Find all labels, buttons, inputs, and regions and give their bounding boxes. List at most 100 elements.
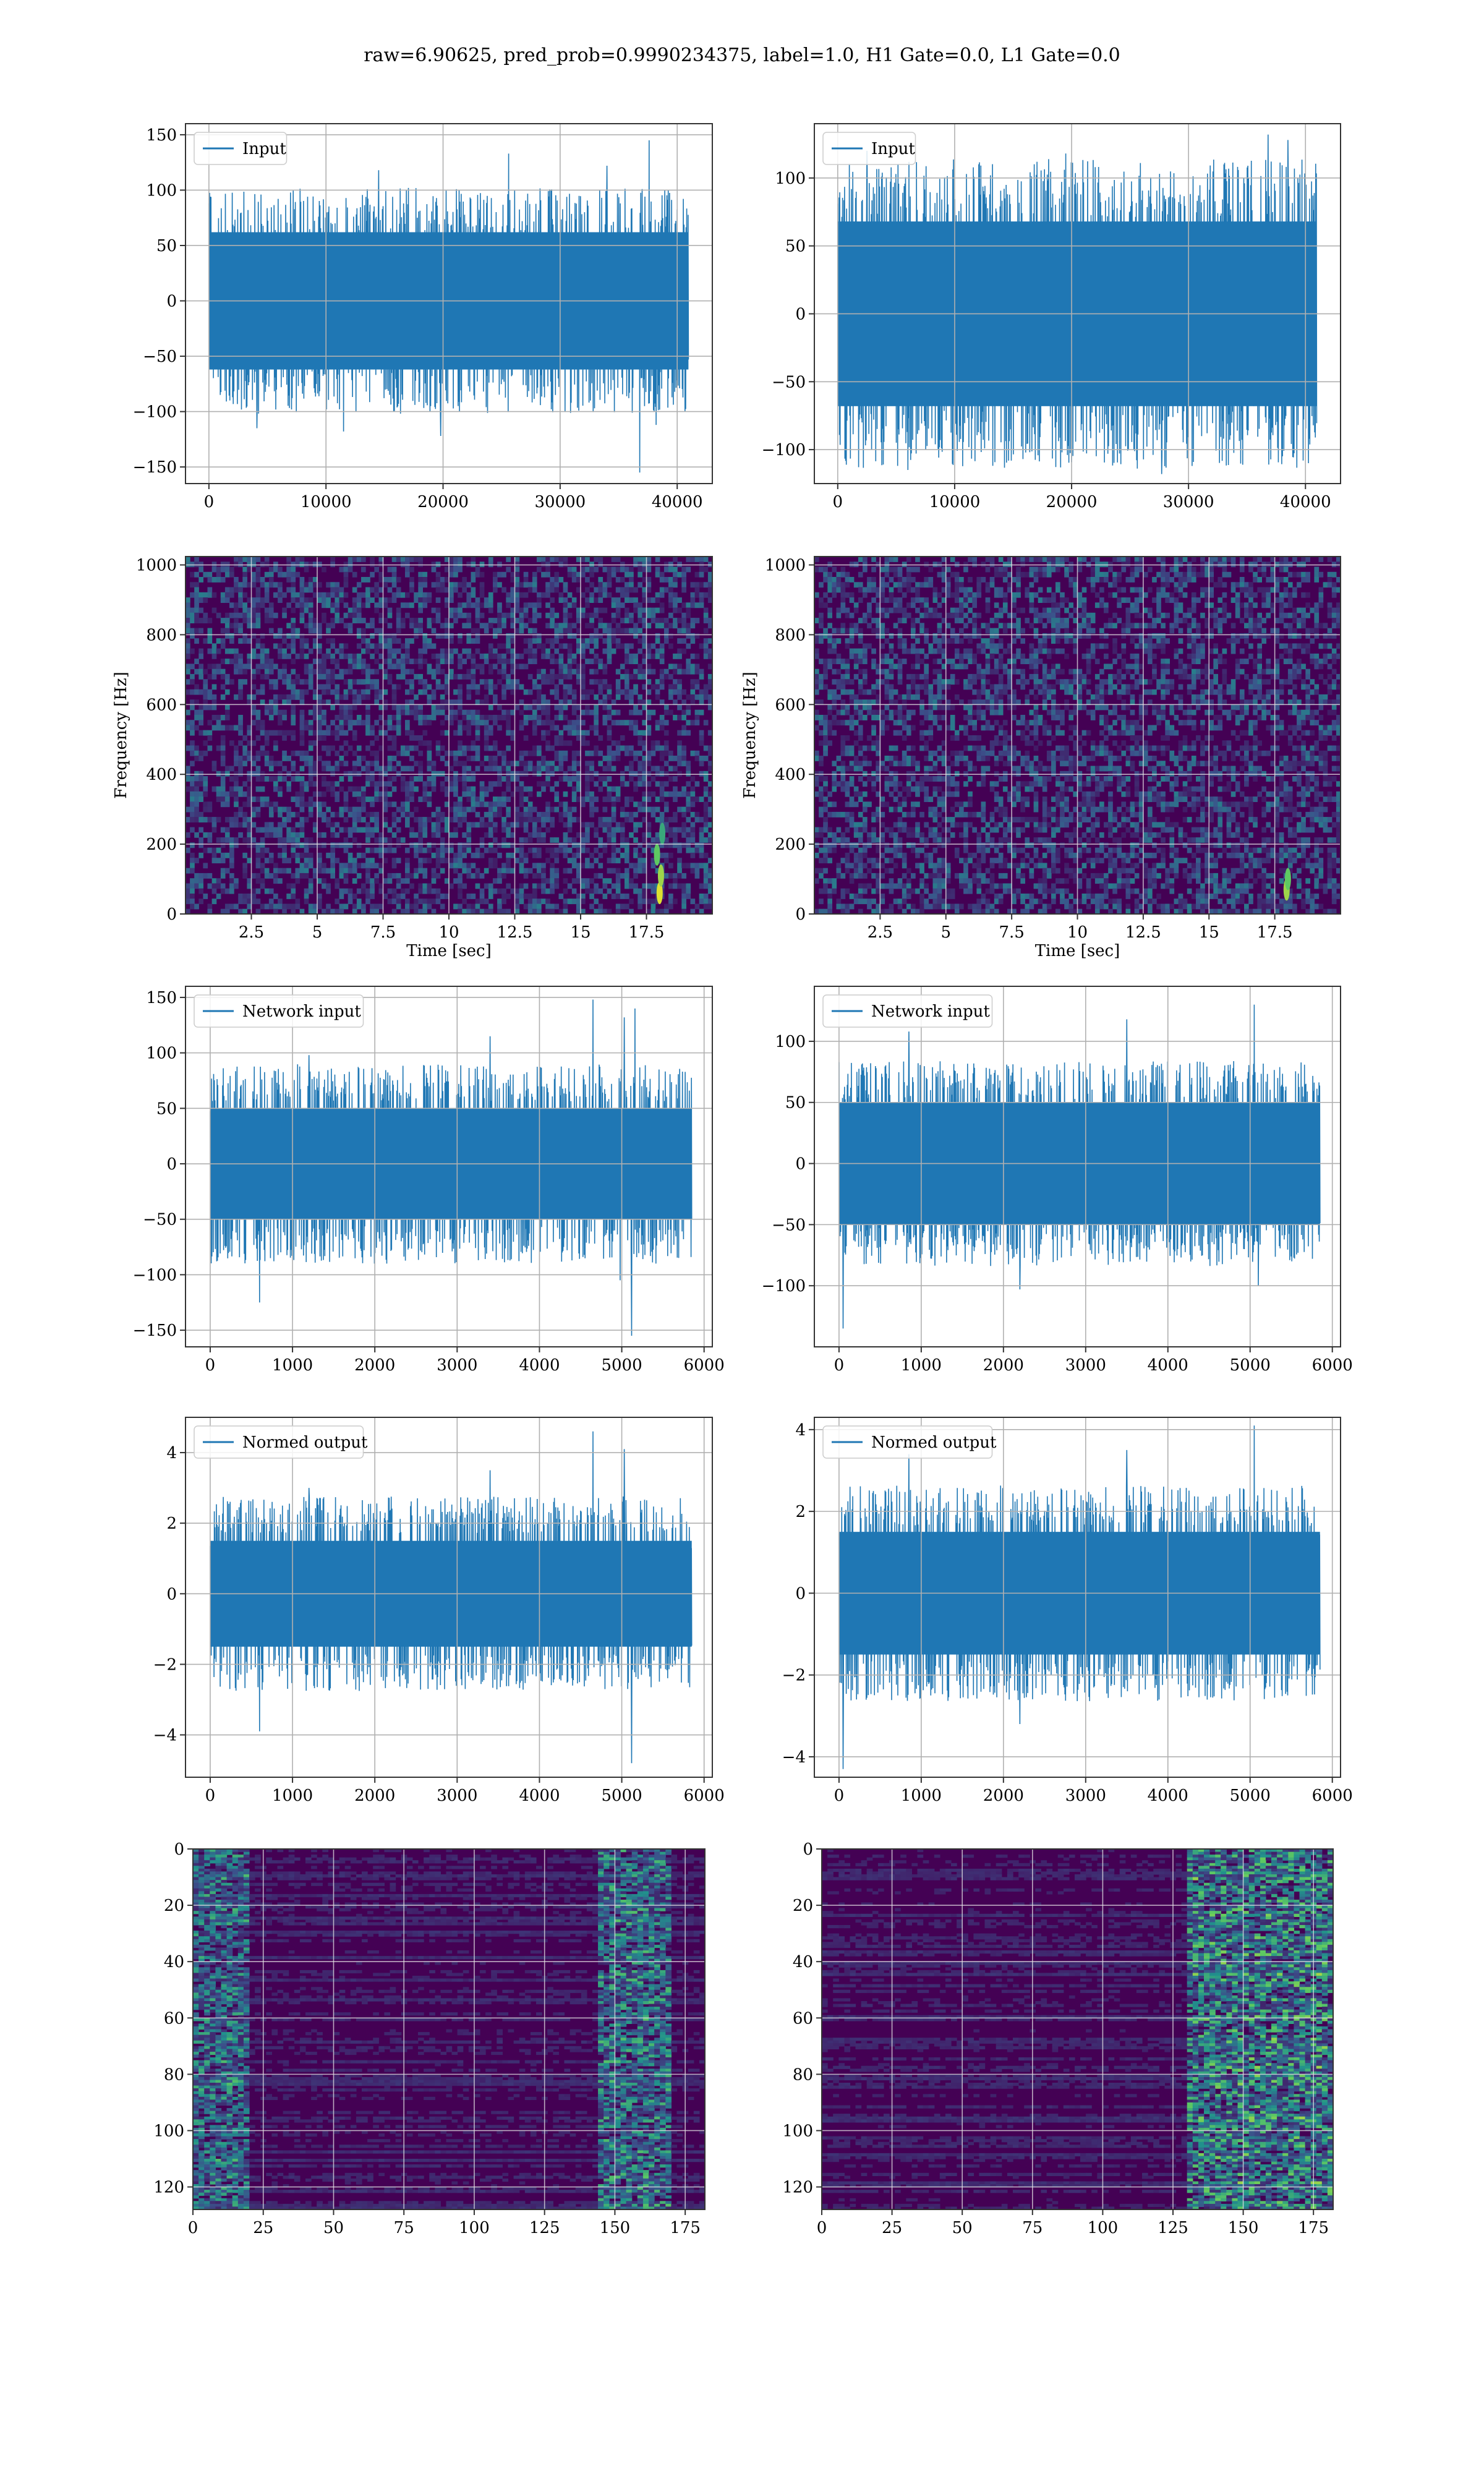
x-tick-label: 5000 (601, 1787, 642, 1805)
x-tick-label: 4000 (1148, 1356, 1188, 1375)
y-tick-label: 4 (795, 1421, 806, 1440)
x-tick-label: 150 (1228, 2219, 1259, 2237)
x-tick-label: 2000 (983, 1787, 1024, 1805)
y-tick-label: 0 (166, 292, 177, 311)
y-tick-label: 1000 (765, 557, 806, 575)
y-tick-label: 40 (164, 1953, 184, 1971)
legend-label: Network input (242, 1002, 361, 1021)
x-tick-label: 6000 (1312, 1356, 1353, 1375)
x-tick-label: 40000 (652, 493, 703, 511)
x-tick-label: 3000 (437, 1356, 477, 1375)
x-tick-label: 1000 (272, 1787, 313, 1805)
x-tick-label: 0 (205, 1356, 216, 1375)
plot-area (814, 986, 1341, 1347)
x-tick-label: 1000 (272, 1356, 313, 1375)
y-tick-label: −100 (133, 1266, 177, 1284)
x-tick-label: 7.5 (370, 923, 396, 942)
x-tick-label: 15 (570, 923, 591, 942)
y-tick-label: 0 (795, 1155, 806, 1174)
y-tick-label: 0 (795, 305, 806, 323)
legend-label: Input (871, 140, 915, 158)
y-tick-label: −4 (782, 1748, 806, 1767)
bright-spot (658, 864, 664, 887)
x-tick-label: 7.5 (999, 923, 1024, 942)
x-tick-label: 0 (817, 2219, 827, 2237)
plot-area (186, 124, 712, 484)
legend-label: Normed output (871, 1433, 997, 1452)
y-tick-label: 20 (164, 1897, 184, 1915)
x-tick-label: 5 (940, 923, 951, 942)
x-tick-label: 17.5 (629, 923, 665, 942)
y-tick-label: 100 (782, 2122, 813, 2140)
x-tick-label: 15 (1199, 923, 1219, 942)
legend: Normed output (823, 1426, 997, 1458)
y-tick-label: −100 (133, 403, 177, 422)
y-tick-label: 100 (775, 169, 806, 188)
legend-label: Normed output (242, 1433, 368, 1452)
x-tick-label: 30000 (535, 493, 586, 511)
x-tick-label: 50 (323, 2219, 344, 2237)
y-tick-label: 150 (146, 989, 177, 1007)
x-tick-label: 175 (670, 2219, 701, 2237)
x-tick-label: 0 (204, 493, 215, 511)
y-tick-label: 150 (146, 126, 177, 145)
x-tick-label: 1000 (901, 1356, 942, 1375)
x-tick-label: 25 (882, 2219, 902, 2237)
x-tick-label: 175 (1298, 2219, 1329, 2237)
y-tick-label: 100 (146, 181, 177, 200)
y-tick-label: 0 (803, 1840, 813, 1859)
y-tick-label: −150 (133, 458, 177, 477)
y-tick-label: 100 (146, 1044, 177, 1063)
y-tick-label: 200 (146, 835, 177, 854)
x-tick-label: 2000 (983, 1356, 1024, 1375)
x-tick-label: 4000 (1148, 1787, 1188, 1805)
y-tick-label: 50 (156, 237, 177, 255)
x-tick-label: 10 (438, 923, 459, 942)
y-tick-label: −4 (153, 1727, 177, 1745)
figure-title: raw=6.90625, pred_prob=0.9990234375, lab… (0, 45, 1484, 66)
y-tick-label: 2 (795, 1503, 806, 1521)
y-tick-label: 0 (174, 1840, 184, 1859)
y-tick-label: 80 (793, 2065, 813, 2084)
y-tick-label: 400 (775, 766, 806, 784)
x-tick-label: 3000 (1065, 1787, 1106, 1805)
y-tick-label: 0 (166, 1155, 177, 1174)
y-tick-label: 0 (795, 905, 806, 924)
plot-area (822, 1849, 1334, 2210)
y-tick-label: 800 (146, 626, 177, 644)
x-tick-label: 1000 (901, 1787, 942, 1805)
x-tick-label: 100 (459, 2219, 490, 2237)
y-tick-label: −100 (762, 1277, 806, 1296)
x-tick-label: 4000 (519, 1787, 560, 1805)
x-tick-label: 3000 (1065, 1356, 1106, 1375)
x-tick-label: 5 (312, 923, 323, 942)
y-tick-label: 0 (166, 1585, 177, 1603)
x-tick-label: 50 (952, 2219, 973, 2237)
y-tick-label: −150 (133, 1321, 177, 1340)
x-tick-label: 20000 (1046, 493, 1098, 511)
x-tick-label: 150 (600, 2219, 631, 2237)
y-tick-label: 20 (793, 1897, 813, 1915)
y-tick-label: 0 (166, 905, 177, 924)
y-tick-label: 4 (166, 1444, 177, 1462)
x-tick-label: 2000 (354, 1787, 395, 1805)
x-tick-label: 40000 (1280, 493, 1331, 511)
y-tick-label: 50 (785, 237, 806, 256)
x-tick-label: 0 (834, 1787, 845, 1805)
x-tick-label: 0 (833, 493, 843, 511)
plot-area (186, 986, 712, 1347)
x-tick-label: 4000 (519, 1356, 560, 1375)
x-tick-label: 30000 (1163, 493, 1214, 511)
x-tick-label: 100 (1088, 2219, 1119, 2237)
legend-label: Network input (871, 1002, 990, 1021)
x-tick-label: 10000 (929, 493, 981, 511)
